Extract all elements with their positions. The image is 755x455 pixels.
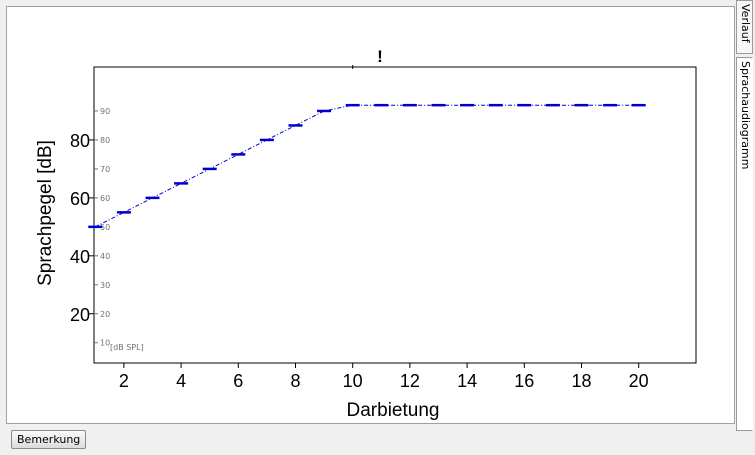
speech-level-chart: 2 4 6 8 10 12 14 16 18 20 20 40 60 80 10 20 30 40 50 60 70… (35, 47, 697, 421)
inner-y-tick-label: 10 (100, 339, 110, 348)
inner-y-tick-label: 80 (100, 136, 110, 145)
plot-area (93, 66, 697, 364)
y-tick-label: 60 (70, 189, 90, 209)
inner-y-tick-label: 70 (100, 165, 110, 174)
x-tick-label: 4 (176, 371, 186, 391)
x-tick-label: 18 (571, 371, 591, 391)
y-axis: 20 40 60 80 (70, 131, 94, 325)
inner-y-tick-label: 30 (100, 281, 110, 290)
y-tick-label: 20 (70, 305, 90, 325)
y-axis-label: Sprachpegel [dB] (35, 140, 56, 286)
tab-verlauf-label: Verlauf (739, 4, 752, 43)
x-tick-label: 16 (514, 371, 534, 391)
x-tick-label: 10 (343, 371, 363, 391)
series-path (95, 104, 639, 228)
x-tick-label: 2 (119, 371, 129, 391)
x-tick-label: 8 (290, 371, 300, 391)
inner-y-tick-label: 90 (100, 107, 110, 116)
side-tab-bar: Verlauf Sprachaudiogramm (735, 0, 755, 455)
tab-sprachaudiogramm-label: Sprachaudiogramm (739, 61, 752, 170)
marker-label: ! (377, 47, 383, 66)
tab-sprachaudiogramm[interactable]: Sprachaudiogramm (736, 57, 753, 431)
x-tick-label: 6 (233, 371, 243, 391)
x-tick-label: 12 (400, 371, 420, 391)
inner-y-tick-label: 40 (100, 252, 110, 261)
x-tick-label: 20 (629, 371, 649, 391)
inner-y-tick-label: 50 (100, 223, 110, 232)
tab-verlauf[interactable]: Verlauf (736, 0, 753, 54)
inner-unit-label: [dB SPL] (110, 343, 144, 352)
inner-y-tick-label: 20 (100, 310, 110, 319)
y-tick-label: 80 (70, 131, 90, 151)
x-axis: 2 4 6 8 10 12 14 16 18 20 (119, 363, 649, 391)
y-tick-label: 40 (70, 247, 90, 267)
x-tick-label: 14 (457, 371, 477, 391)
x-axis-label: Darbietung (347, 400, 440, 421)
remark-button[interactable]: Bemerkung (11, 430, 87, 449)
series-line (88, 65, 646, 229)
inner-y-tick-label: 60 (100, 194, 110, 203)
